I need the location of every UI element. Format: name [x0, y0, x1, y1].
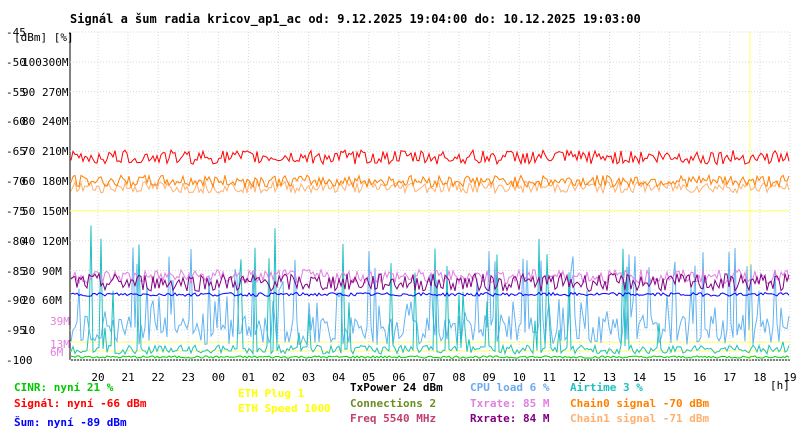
y-tick-pct: 50 [22, 204, 36, 218]
x-tick: 08 [452, 371, 466, 384]
chart-title: Signál a šum radia kricov_ap1_ac od: 9.1… [70, 12, 641, 26]
y-tick-dbm: -85 [6, 264, 26, 278]
x-tick: 13 [602, 371, 617, 384]
x-tick: 00 [211, 371, 225, 384]
legend-connections: Connections 2 [350, 397, 437, 410]
y-tick-dbm: -65 [6, 145, 26, 159]
x-tick: 02 [271, 371, 286, 384]
legend-chain1: Chain1 signal -71 dBm [570, 412, 710, 425]
y-tick-rate: 210M [42, 145, 69, 159]
legend-eth-speed: ETH Speed 1000 [238, 402, 331, 415]
legend-airtime: Airtime 3 % [570, 381, 643, 394]
series-line-rxrate [70, 271, 790, 293]
x-tick: 05 [362, 371, 376, 384]
x-tick: 23 [181, 371, 195, 384]
y-tick-rate: 180M [42, 175, 69, 189]
x-tick: 10 [512, 371, 526, 384]
y-tick-rate: 300M [42, 55, 69, 69]
y-tick-rate: 120M [42, 234, 69, 248]
x-tick: 06 [392, 371, 406, 384]
y-tick-dbm: -45 [6, 26, 26, 39]
y-tick-dbm: -80 [6, 234, 26, 248]
x-tick: 18 [753, 371, 767, 384]
x-tick: 20 [91, 371, 105, 384]
legend-cinr: CINR: nyní 21 % [14, 381, 114, 394]
y-tick-pct: 100 [22, 55, 42, 69]
y-tick-dbm: -70 [6, 175, 26, 189]
x-tick: 01 [241, 371, 256, 384]
legend-txrate: Txrate: 85 M [470, 397, 550, 410]
series-line-cpu-load [70, 247, 790, 347]
legend-freq: Freq 5540 MHz [350, 412, 437, 425]
x-tick: 19 [783, 371, 797, 384]
inner-rate-tick: 39M [50, 315, 70, 329]
legend-eth-plug: ETH Plug 1 [238, 387, 305, 400]
x-tick: 03 [301, 371, 316, 384]
y-tick-dbm: -50 [6, 55, 26, 69]
y-tick-pct: 20 [22, 294, 36, 308]
legend-rxrate: Rxrate: 84 M [470, 412, 550, 425]
x-tick: 14 [632, 371, 647, 384]
x-tick: 09 [482, 371, 496, 384]
series-line-sign-l [70, 148, 790, 166]
y-tick-rate: 150M [42, 204, 69, 218]
y-tick-rate: 240M [42, 115, 69, 129]
legend-chain0: Chain0 signal -70 dBm [570, 397, 710, 410]
y-tick-dbm: -100 [6, 354, 33, 367]
x-tick: 16 [693, 371, 707, 384]
y-tick-pct: 10 [22, 324, 36, 338]
y-tick-dbm: -75 [6, 204, 26, 218]
x-tick: 12 [572, 371, 587, 384]
inner-rate-tick: 6M [50, 345, 64, 359]
x-tick: 21 [121, 371, 135, 384]
y-tick-pct: 60 [22, 175, 36, 189]
series-line-txrate [70, 268, 790, 286]
legend-sum: Šum: nyní -89 dBm [14, 416, 127, 429]
y-tick-pct: 70 [22, 145, 36, 159]
x-tick: 15 [663, 371, 677, 384]
y-tick-dbm: -55 [6, 85, 26, 99]
x-tick: 22 [151, 371, 165, 384]
x-unit-label: [h] [770, 379, 790, 392]
series-line-cinr [70, 355, 790, 359]
legend-signal: Signál: nyní -66 dBm [14, 397, 147, 410]
y-tick-dbm: -60 [6, 115, 26, 129]
y-tick-pct: 80 [22, 115, 36, 129]
y-tick-dbm: -95 [6, 324, 26, 338]
x-tick: 04 [332, 371, 346, 384]
y-tick-rate: 90M [42, 264, 62, 278]
y-tick-pct: 90 [22, 85, 36, 99]
legend-txpower: TxPower 24 dBm [350, 381, 443, 394]
series-line-chain0-signal [70, 173, 790, 189]
x-tick: 07 [422, 371, 436, 384]
units-label: [dBm] [%] [14, 31, 74, 44]
y-tick-dbm: -90 [6, 294, 26, 308]
y-tick-pct: 40 [22, 234, 36, 248]
x-tick: 17 [723, 371, 737, 384]
y-tick-rate: 270M [42, 85, 69, 99]
x-tick: 11 [542, 371, 556, 384]
y-tick-pct: 30 [22, 264, 36, 278]
inner-rate-tick: 13M [50, 337, 70, 351]
y-tick-rate: 60M [42, 294, 62, 308]
legend-cpu: CPU load 6 % [470, 381, 550, 394]
series-line--um [70, 291, 790, 297]
series-line-airtime [70, 225, 790, 356]
